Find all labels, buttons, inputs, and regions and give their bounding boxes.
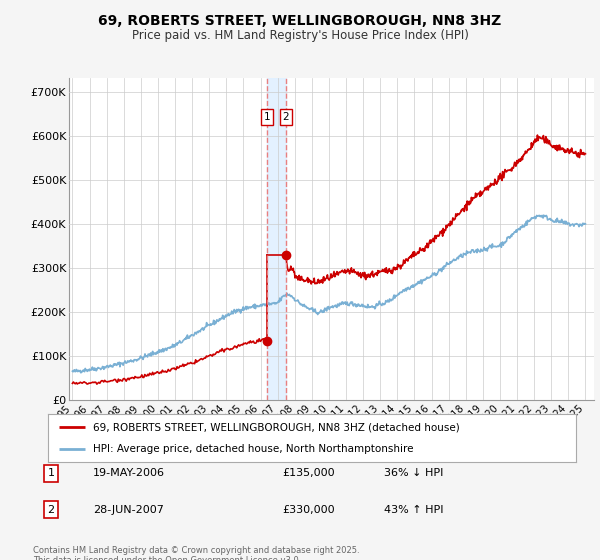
Text: 19-MAY-2006: 19-MAY-2006 xyxy=(93,468,165,478)
Text: 69, ROBERTS STREET, WELLINGBOROUGH, NN8 3HZ (detached house): 69, ROBERTS STREET, WELLINGBOROUGH, NN8 … xyxy=(93,422,460,432)
Text: 2: 2 xyxy=(47,505,55,515)
Text: 69, ROBERTS STREET, WELLINGBOROUGH, NN8 3HZ: 69, ROBERTS STREET, WELLINGBOROUGH, NN8 … xyxy=(98,14,502,28)
Text: 28-JUN-2007: 28-JUN-2007 xyxy=(93,505,164,515)
Bar xyxy=(267,78,286,400)
Text: Price paid vs. HM Land Registry's House Price Index (HPI): Price paid vs. HM Land Registry's House … xyxy=(131,29,469,42)
Text: Contains HM Land Registry data © Crown copyright and database right 2025.
This d: Contains HM Land Registry data © Crown c… xyxy=(33,546,359,560)
Text: HPI: Average price, detached house, North Northamptonshire: HPI: Average price, detached house, Nort… xyxy=(93,444,413,454)
Text: £135,000: £135,000 xyxy=(282,468,335,478)
Text: 36% ↓ HPI: 36% ↓ HPI xyxy=(384,468,443,478)
Text: 43% ↑ HPI: 43% ↑ HPI xyxy=(384,505,443,515)
Text: 1: 1 xyxy=(264,112,271,122)
Text: 1: 1 xyxy=(47,468,55,478)
Text: £330,000: £330,000 xyxy=(282,505,335,515)
Text: 2: 2 xyxy=(283,112,289,122)
